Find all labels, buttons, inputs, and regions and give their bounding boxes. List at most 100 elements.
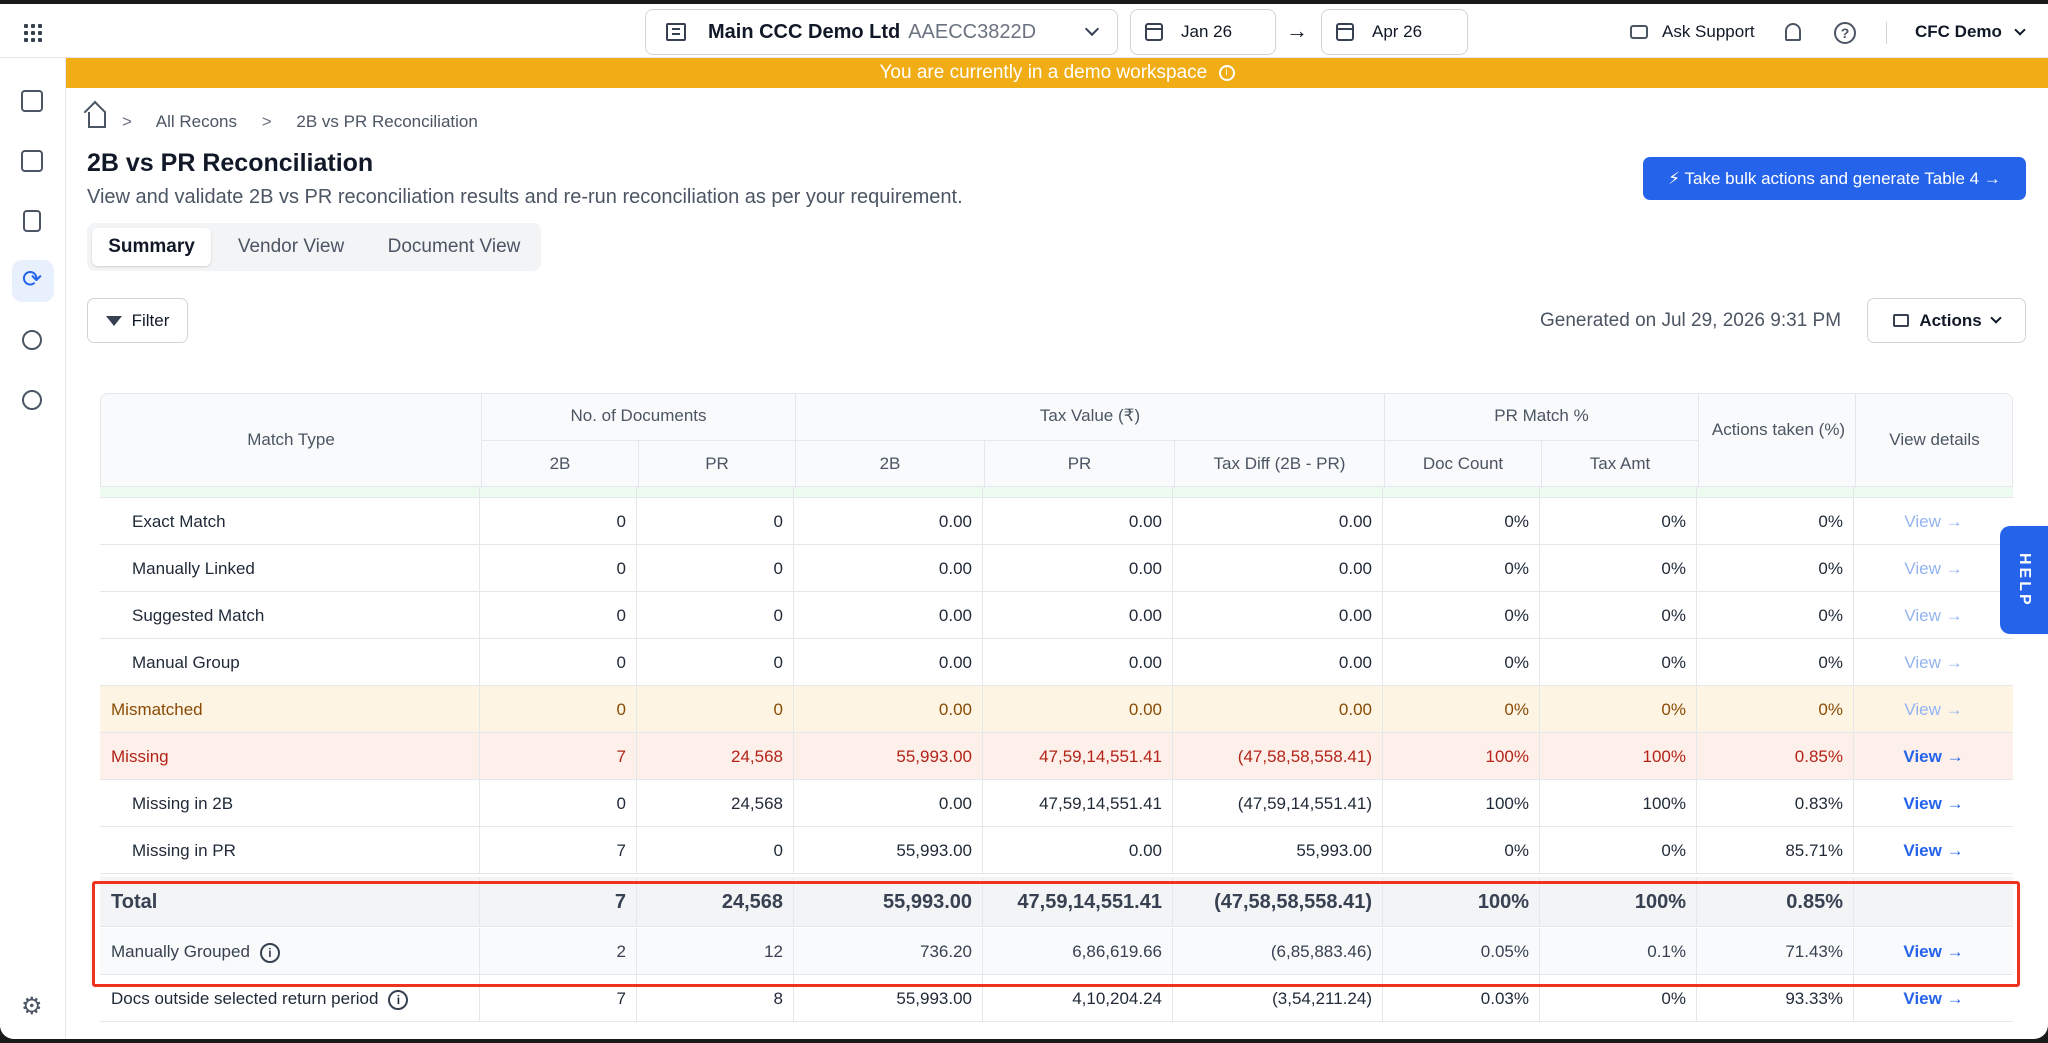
table-cell: 0% — [1541, 592, 1697, 639]
chevron-down-icon — [2014, 23, 2026, 36]
breadcrumb-all-recons[interactable]: All Recons — [155, 112, 237, 131]
clipboard-icon[interactable] — [23, 210, 41, 232]
table-cell: (47,58,58,558.41) — [1174, 877, 1383, 927]
inbox-icon[interactable] — [21, 150, 43, 172]
table-cell: 47,59,14,551.41 — [984, 733, 1173, 780]
table-cell: 0.00 — [984, 592, 1173, 639]
table-cell: 85.71% — [1698, 827, 1854, 874]
view-link[interactable]: View → — [1903, 942, 1964, 961]
row-label-text: Total — [111, 891, 158, 913]
view-link[interactable]: View → — [1903, 747, 1964, 766]
divider — [1384, 394, 1385, 488]
view-link[interactable]: View → — [1903, 794, 1964, 813]
table-cell: 2 — [481, 928, 637, 975]
row-label: Exact Match — [100, 498, 480, 545]
actions-dropdown[interactable]: Actions — [1867, 298, 2026, 343]
table-cell: 0.85% — [1698, 733, 1854, 780]
table-cell: 0.00 — [795, 639, 983, 686]
table-cell: 0% — [1698, 545, 1854, 592]
table-cell: 0.00 — [984, 545, 1173, 592]
page-subtitle: View and validate 2B vs PR reconciliatio… — [87, 186, 963, 208]
table-cell: 55,993.00 — [1174, 827, 1383, 874]
table-cell: 71.43% — [1698, 928, 1854, 975]
subheader-tax-pr: PR — [1067, 454, 1092, 473]
divider — [1174, 441, 1175, 488]
header-view-details: View details — [1889, 430, 1980, 449]
divider — [1541, 441, 1542, 488]
row-label: Missing in 2B — [100, 780, 480, 827]
date-to-picker[interactable]: Apr 26 — [1321, 9, 1468, 55]
table-cell: 47,59,14,551.41 — [984, 780, 1173, 827]
table-cell: 0% — [1384, 498, 1540, 545]
row-label-text: Missing in 2B — [132, 794, 234, 813]
divider — [481, 440, 1698, 441]
table-cell: 55,993.00 — [795, 975, 983, 1022]
ask-support-button[interactable]: Ask Support — [1630, 22, 1755, 42]
divider — [795, 394, 796, 488]
tab-document-view[interactable]: Document View — [387, 236, 521, 257]
apps-grid-icon[interactable] — [24, 24, 42, 42]
home-icon[interactable] — [88, 112, 106, 128]
view-link[interactable]: View → — [1904, 700, 1963, 719]
table-cell: 0 — [638, 545, 794, 592]
date-to-value: Apr 26 — [1372, 22, 1423, 41]
row-label: Total — [100, 877, 480, 927]
dashboard-icon[interactable] — [21, 90, 43, 112]
table-cell: 100% — [1541, 877, 1697, 927]
view-link[interactable]: View → — [1904, 606, 1963, 625]
page-title: 2B vs PR Reconciliation — [87, 149, 374, 177]
row-label: Manually Grouped i — [100, 928, 480, 975]
help-circle-icon[interactable]: ? — [1834, 22, 1856, 44]
tab-vendor-view[interactable]: Vendor View — [237, 236, 345, 257]
date-from-picker[interactable]: Jan 26 — [1130, 9, 1276, 55]
gear-icon[interactable]: ⚙ — [21, 993, 43, 1020]
reconciliation-icon[interactable] — [12, 260, 54, 302]
table-cell: 0% — [1541, 686, 1697, 733]
subheader-tax-diff: Tax Diff (2B - PR) — [1213, 454, 1346, 473]
table-cell: 7 — [481, 975, 637, 1022]
breadcrumb-current: 2B vs PR Reconciliation — [296, 112, 478, 131]
chat-icon — [1630, 25, 1648, 39]
table-cell: 0% — [1541, 639, 1697, 686]
row-label: Missing in PR — [100, 827, 480, 874]
table-cell: 100% — [1541, 733, 1697, 780]
info-icon[interactable]: i — [259, 942, 280, 963]
table-cell: 0.00 — [795, 498, 983, 545]
subheader-tax-2b: 2B — [879, 454, 901, 473]
table-cell: 55,993.00 — [795, 827, 983, 874]
row-label: Manual Group — [100, 639, 480, 686]
row-label: Mismatched — [100, 686, 480, 733]
view-link[interactable]: View → — [1904, 512, 1963, 531]
filter-button[interactable]: Filter — [87, 298, 188, 343]
view-link[interactable]: View → — [1903, 841, 1964, 860]
table-cell: 0.00 — [1174, 545, 1383, 592]
bell-icon[interactable] — [1785, 23, 1801, 41]
table-cell: (47,58,58,558.41) — [1174, 733, 1383, 780]
help-tab-button[interactable]: HELP — [2000, 526, 2048, 634]
view-link[interactable]: View → — [1904, 653, 1963, 672]
company-selector[interactable]: Main CCC Demo Ltd AAECC3822D — [645, 9, 1118, 55]
table-cell: 0.00 — [1174, 592, 1383, 639]
table-cell: 0 — [481, 592, 637, 639]
info-icon[interactable]: i — [388, 989, 409, 1010]
view-link[interactable]: View → — [1903, 989, 1964, 1008]
table-row: Docs outside selected return period i 7 8 55… — [100, 975, 2013, 1022]
user-name: CFC Demo — [1915, 22, 2002, 41]
header-no-docs: No. of Documents — [570, 406, 707, 425]
table-cell: 7 — [481, 733, 637, 780]
table-row: Mismatched 0 0 0.00 0.00 0.00 0% 0% 0% View → — [100, 686, 2013, 733]
user-menu[interactable]: CFC Demo — [1915, 22, 2026, 42]
bulk-actions-button[interactable]: ⚡ Take bulk actions and generate Table 4… — [1643, 157, 2026, 200]
tab-summary[interactable]: Summary — [92, 228, 211, 266]
table-row: Total 7 24,568 55,993.00 47,59,14,551.41 (47,… — [100, 877, 2013, 927]
table-cell: 7 — [481, 877, 637, 927]
exchange-icon[interactable] — [22, 390, 42, 410]
table-cell: 0.03% — [1384, 975, 1540, 1022]
info-icon[interactable]: i — [1218, 64, 1235, 81]
table-cell: 55,993.00 — [795, 733, 983, 780]
table-cell: 55,993.00 — [795, 877, 983, 927]
cloud-check-icon[interactable] — [22, 330, 42, 350]
table-cell: 0% — [1384, 686, 1540, 733]
sidebar: ⚙ — [0, 58, 66, 1039]
view-link[interactable]: View → — [1904, 559, 1963, 578]
